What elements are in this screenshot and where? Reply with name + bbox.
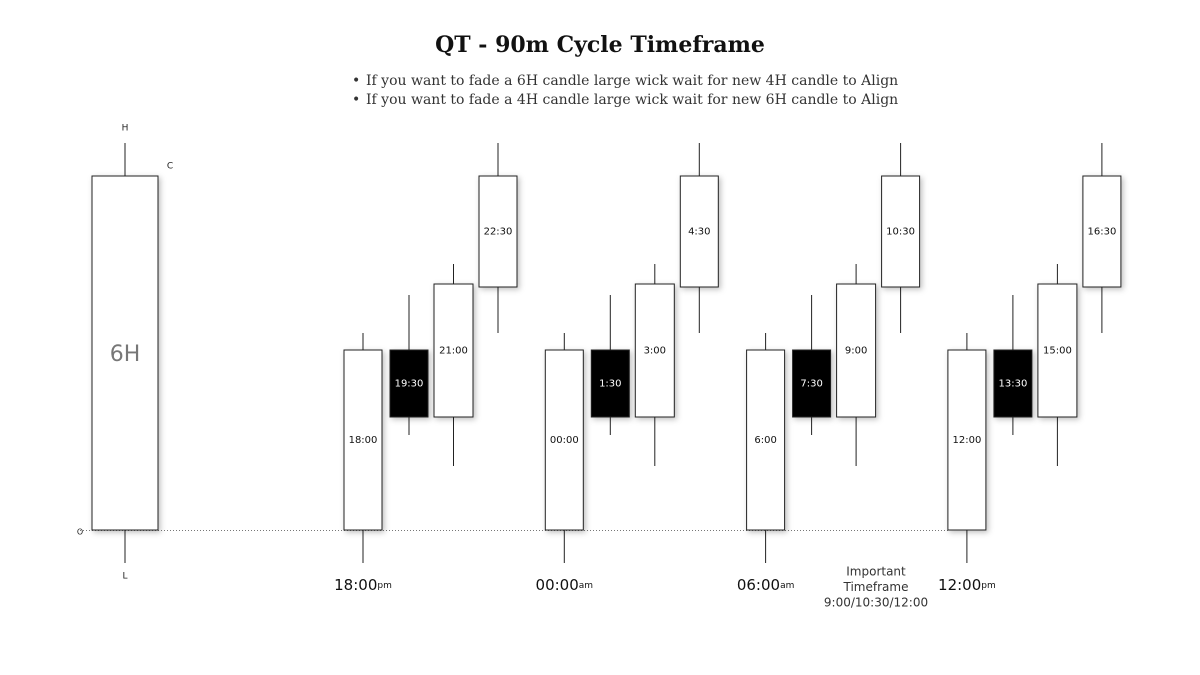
annotation: Timeframe (843, 580, 909, 594)
time-suffix: pm (377, 581, 391, 591)
candle-label: 16:30 (1087, 227, 1116, 238)
time: 00:00 (536, 576, 579, 594)
time: 18:00 (334, 576, 377, 594)
title: QT - 90m Cycle Timeframe (435, 32, 765, 58)
candle-label: 21:00 (439, 346, 468, 357)
bullet: • (352, 73, 360, 89)
candle-label: 13:30 (998, 379, 1027, 390)
candle (478, 175, 518, 288)
candle-label: 00:00 (550, 435, 579, 446)
time-label: 00:00am (536, 576, 594, 594)
candle (836, 283, 877, 418)
big-candle (91, 175, 159, 531)
low-label: L (122, 572, 127, 582)
candle-label: 3:00 (644, 346, 666, 357)
time: 12:00 (938, 576, 981, 594)
candle-label: 1:30 (599, 379, 621, 390)
time-suffix: am (780, 581, 794, 591)
time-suffix: am (579, 581, 593, 591)
candle (389, 349, 429, 418)
candle-label: 10:30 (886, 227, 915, 238)
candle-label: 22:30 (484, 227, 513, 238)
candle-label: 6H (110, 342, 141, 367)
candle (343, 349, 383, 531)
high-label: H (122, 124, 129, 134)
candle-label: 4:30 (688, 227, 710, 238)
candle (590, 349, 630, 418)
candle-label: 9:00 (845, 346, 867, 357)
time: 06:00 (737, 576, 780, 594)
candle-label: 18:00 (349, 435, 378, 446)
candle (746, 349, 786, 531)
note: If you want to fade a 6H candle large wi… (366, 73, 898, 89)
candle (993, 349, 1033, 418)
candle (947, 349, 987, 531)
time-label: 12:00pm (938, 576, 996, 594)
close-label: C (167, 162, 173, 172)
note: If you want to fade a 4H candle large wi… (366, 92, 898, 108)
candle (433, 283, 474, 418)
time-label: 18:00pm (334, 576, 392, 594)
annotation: 9:00/10:30/12:00 (824, 596, 928, 610)
candle (1082, 175, 1122, 288)
candle-label: 12:00 (952, 435, 981, 446)
candle (634, 283, 675, 418)
time-label: 06:00am (737, 576, 795, 594)
bullet: • (352, 92, 360, 108)
candle (1037, 283, 1078, 418)
candle (544, 349, 584, 531)
candle (881, 175, 921, 288)
open-label: O (77, 528, 83, 537)
candle-label: 7:30 (800, 379, 822, 390)
candle-label: 6:00 (754, 435, 776, 446)
candle (679, 175, 719, 288)
candle (792, 349, 832, 418)
annotation: Important (846, 565, 906, 579)
candle-label: 15:00 (1043, 346, 1072, 357)
time-suffix: pm (981, 581, 995, 591)
candle-label: 19:30 (395, 379, 424, 390)
